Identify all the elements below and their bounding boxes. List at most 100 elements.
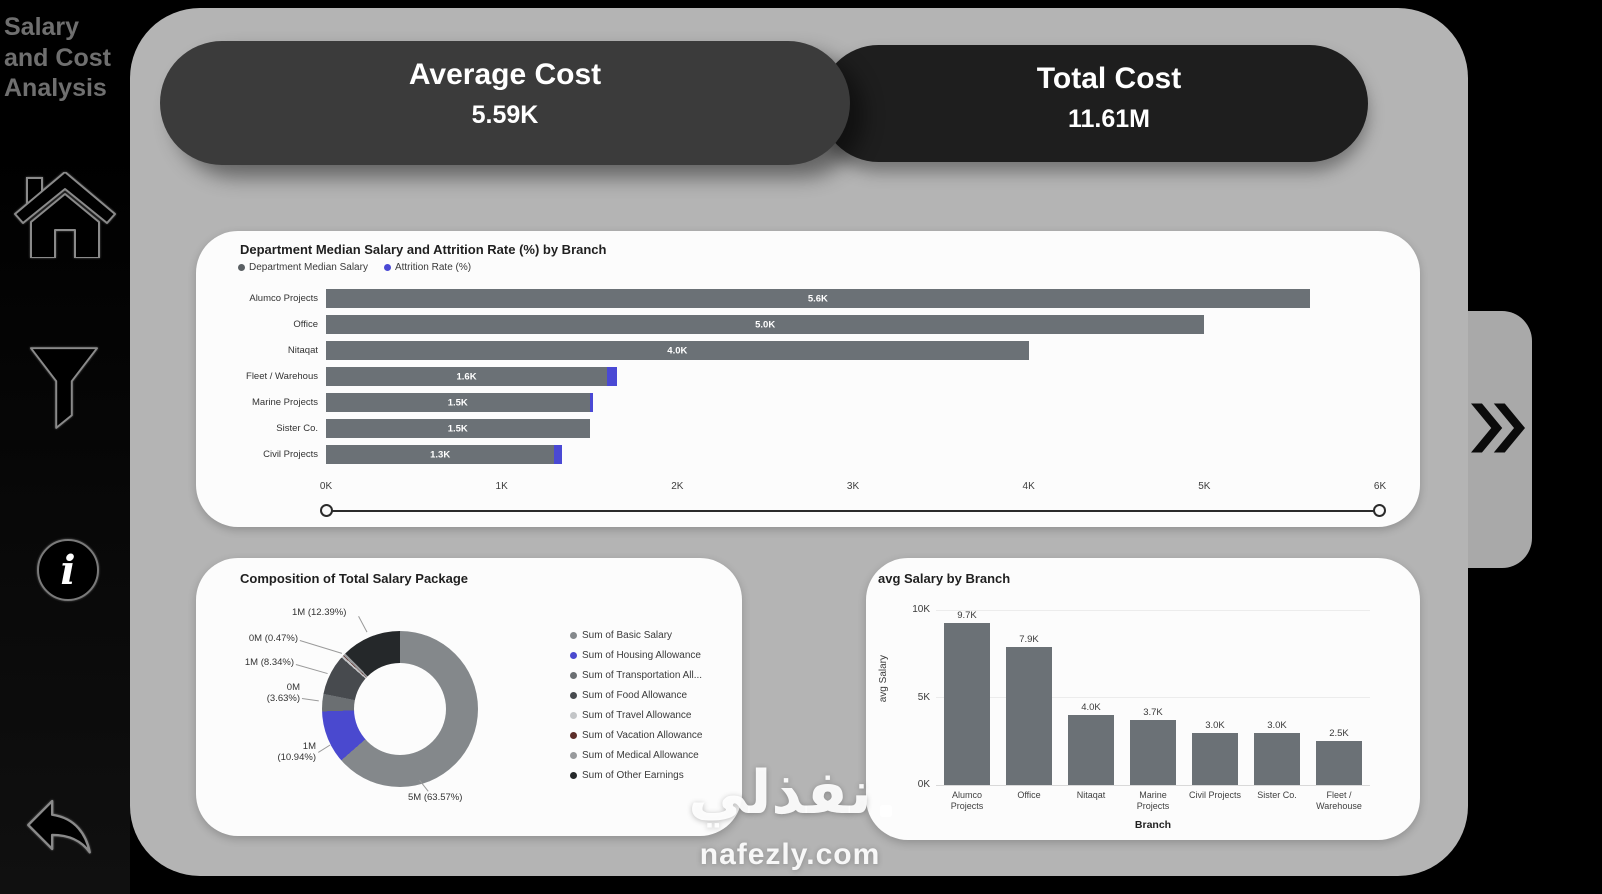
legend-item[interactable]: Sum of Food Allowance xyxy=(570,690,702,701)
x-axis-category-label: Sister Co. xyxy=(1257,790,1297,800)
back-arrow-icon[interactable] xyxy=(13,784,105,866)
bar-chart-row: Civil Projects 1.3K xyxy=(196,445,1420,464)
kpi-value: 11.61M xyxy=(1067,105,1150,133)
legend-dot xyxy=(570,752,577,759)
average-cost-kpi[interactable]: Average Cost 5.59K xyxy=(160,41,850,165)
x-axis-category-label: Office xyxy=(1017,790,1041,800)
donut-callout-labels: 5M (63.57%) 1M (10.94%) 0M (3.63%) 1M (8.34… xyxy=(196,558,742,836)
watermark-site: nafezly.com xyxy=(699,838,881,871)
category-axis-label: Civil Projects xyxy=(263,449,318,460)
slice-data-label: 1M (10.94%) xyxy=(277,741,316,764)
y-axis-tick-label: 0K xyxy=(917,779,930,790)
column-bar[interactable] xyxy=(1316,741,1362,785)
category-axis-label: Nitaqat xyxy=(287,345,318,356)
column-bar[interactable] xyxy=(1192,732,1238,785)
median-salary-bar[interactable]: 1.5K xyxy=(326,393,590,412)
column-bar[interactable] xyxy=(1254,732,1300,785)
column-group: 7.9K xyxy=(998,610,1060,785)
gridline xyxy=(936,697,1370,698)
legend-item[interactable]: Sum of Vacation Allowance xyxy=(570,730,702,741)
median-salary-bar[interactable]: 4.0K xyxy=(326,341,1029,360)
double-chevron-right-icon[interactable] xyxy=(1471,399,1525,462)
column-value-label: 9.7K xyxy=(957,610,977,621)
x-axis-category-label: Marine Projects xyxy=(1136,790,1170,811)
column-group: 9.7K xyxy=(936,610,998,785)
bar-value-label: 4.0K xyxy=(667,345,688,356)
legend-label: Sum of Food Allowance xyxy=(582,690,688,701)
category-axis-label: Fleet / Warehous xyxy=(246,371,318,382)
column-chart-card: avg Salary by Branch avg Salary 10K 5K 0K … xyxy=(866,558,1420,840)
bar-chart-row: Sister Co. 1.5K xyxy=(196,419,1420,438)
legend-label: Attrition Rate (%) xyxy=(394,262,472,273)
bar-chart-row: Nitaqat 4.0K xyxy=(196,341,1420,360)
y-axis: 10K 5K 0K xyxy=(892,558,930,840)
column-bar[interactable] xyxy=(944,623,990,785)
callout-line xyxy=(419,780,429,792)
legend-dot xyxy=(238,264,245,271)
legend-item[interactable]: Sum of Housing Allowance xyxy=(570,650,702,661)
callout-line xyxy=(358,616,368,633)
legend-dot xyxy=(570,692,577,699)
legend-item[interactable]: Sum of Basic Salary xyxy=(570,630,702,641)
bar-chart-row: Fleet / Warehous 1.6K xyxy=(196,367,1420,386)
attrition-rate-bar[interactable] xyxy=(554,445,562,464)
x-axis-tick-label: 4K xyxy=(1022,481,1035,492)
slider-track[interactable] xyxy=(326,510,1380,512)
callout-line xyxy=(301,698,319,702)
slider-handle-max[interactable] xyxy=(1373,504,1386,517)
legend-item[interactable]: Sum of Medical Allowance xyxy=(570,750,702,761)
column-value-label: 2.5K xyxy=(1329,728,1349,740)
column-bar[interactable] xyxy=(1068,715,1114,785)
slider-handle-min[interactable] xyxy=(320,504,333,517)
filter-icon[interactable] xyxy=(30,346,98,430)
total-cost-kpi[interactable]: Total Cost 11.61M xyxy=(820,45,1368,162)
bar-value-label: 1.5K xyxy=(447,423,468,434)
y-axis-tick-label: 10K xyxy=(912,604,930,615)
median-salary-bar[interactable]: 1.5K xyxy=(326,419,590,438)
attrition-rate-bar[interactable] xyxy=(607,367,617,386)
column-value-label: 3.0K xyxy=(1267,719,1287,731)
bar-track: 5.0K xyxy=(326,315,1380,334)
legend-item[interactable]: Department Median Salary xyxy=(238,262,368,273)
legend-item[interactable]: Attrition Rate (%) xyxy=(383,262,472,273)
legend-dot xyxy=(570,672,577,679)
bar-chart-row: Office 5.0K xyxy=(196,315,1420,334)
category-axis-label: Alumco Projects xyxy=(249,293,318,304)
median-salary-bar[interactable]: 5.0K xyxy=(326,315,1205,334)
legend-dot xyxy=(570,732,577,739)
legend-item[interactable]: Sum of Transportation All... xyxy=(570,670,702,681)
bar-track: 1.6K xyxy=(326,367,1380,386)
median-salary-bar[interactable]: 1.3K xyxy=(326,445,555,464)
legend-label: Sum of Medical Allowance xyxy=(582,750,699,761)
x-axis: Alumco Projects Office Nitaqat Marine Proje… xyxy=(936,790,1370,812)
median-salary-bar[interactable]: 5.6K xyxy=(326,289,1310,308)
x-axis-title: Branch xyxy=(1134,819,1172,831)
legend-item[interactable]: Sum of Other Earnings xyxy=(570,770,702,781)
info-icon[interactable]: i xyxy=(36,538,100,602)
chart-legend: Department Median Salary Attrition Rate (… xyxy=(238,262,471,273)
bar-track: 1.3K xyxy=(326,445,1380,464)
bar-chart-row: Marine Projects 1.5K xyxy=(196,393,1420,412)
chart-title: avg Salary by Branch xyxy=(878,571,1011,586)
kpi-value: 5.59K xyxy=(471,101,539,129)
x-axis: 0K 1K 2K 3K 4K 5K 6K xyxy=(320,481,1386,493)
slice-data-label: 1M (8.34%) xyxy=(244,657,294,668)
bar-chart-row: Alumco Projects 5.6K xyxy=(196,289,1420,308)
home-icon[interactable] xyxy=(13,172,117,258)
legend-item[interactable]: Sum of Travel Allowance xyxy=(570,710,702,721)
column-group: 4.0K xyxy=(1060,610,1122,785)
donut-chart[interactable] xyxy=(322,631,478,787)
y-axis-tick-label: 5K xyxy=(917,691,930,703)
attrition-rate-bar[interactable] xyxy=(589,393,593,412)
column-group: 2.5K xyxy=(1308,610,1370,785)
column-bar[interactable] xyxy=(1006,646,1052,785)
x-axis-tick-label: 5K xyxy=(1198,481,1211,492)
legend-label: Sum of Basic Salary xyxy=(582,630,673,641)
chart-title: Composition of Total Salary Package xyxy=(240,571,469,586)
bar-track: 5.6K xyxy=(326,289,1380,308)
median-salary-bar[interactable]: 1.6K xyxy=(326,367,608,386)
column-bar[interactable] xyxy=(1130,720,1176,785)
category-axis-label: Office xyxy=(293,319,318,330)
axis-range-slider[interactable] xyxy=(320,502,1386,520)
chart-title: Department Median Salary and Attrition R… xyxy=(240,242,607,257)
